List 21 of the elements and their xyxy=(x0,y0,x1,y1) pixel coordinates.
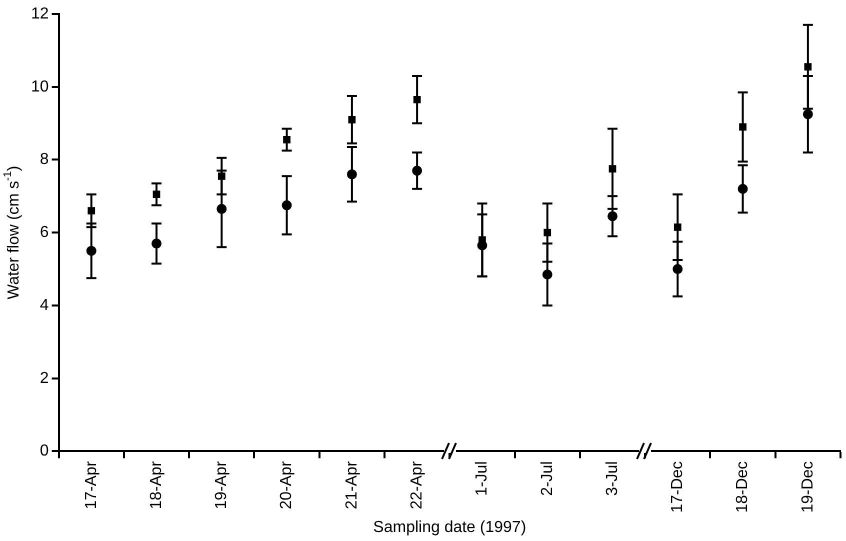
x-tick-label: 21-Apr xyxy=(343,460,360,510)
y-tick-label: 6 xyxy=(40,224,49,242)
x-tick-label: 20-Apr xyxy=(278,460,296,510)
x-tick-label: 19-Dec xyxy=(799,461,816,513)
x-tick-label: 18-Apr xyxy=(148,460,165,510)
x-tick-label: 1-Jul xyxy=(474,461,491,496)
x-tick-label: 18-Dec xyxy=(734,461,752,513)
x-tick-label: 17-Dec xyxy=(669,461,686,513)
y-tick-label: 8 xyxy=(40,151,49,168)
y-tick-label: 12 xyxy=(31,5,49,22)
y-tick-label: 4 xyxy=(40,296,49,314)
x-tick-label: 17-Apr xyxy=(82,460,100,510)
x-tick-label: 2-Jul xyxy=(538,461,556,496)
y-tick-label: 2 xyxy=(40,370,49,387)
x-tick-label: 19-Apr xyxy=(213,460,230,510)
x-axis-title: Sampling date (1997) xyxy=(373,518,526,536)
y-tick-label: 0 xyxy=(40,442,49,460)
x-tick-label: 3-Jul xyxy=(604,461,621,496)
x-tick-label: 22-Apr xyxy=(408,460,426,510)
y-axis-title: Water flow (cm s-1) xyxy=(2,166,22,300)
y-tick-label: 10 xyxy=(31,78,49,96)
